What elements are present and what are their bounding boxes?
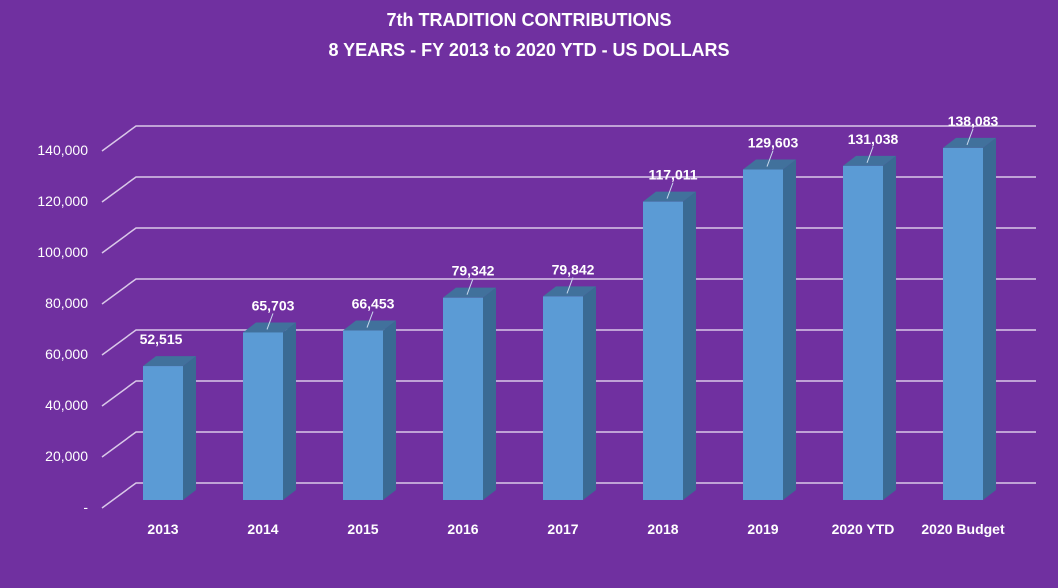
leader-line	[566, 277, 574, 294]
chart-title: 7th TRADITION CONTRIBUTIONS	[386, 10, 672, 30]
gridline	[101, 176, 1036, 203]
bar	[643, 201, 683, 500]
data-label: 79,342	[452, 263, 495, 279]
data-label: 65,703	[252, 297, 295, 313]
leader-line	[966, 128, 974, 146]
bar-top	[443, 287, 496, 298]
y-tick-label: 80,000	[45, 295, 88, 311]
x-tick-label: 2016	[447, 521, 478, 537]
x-tick-label: 2020 Budget	[921, 521, 1005, 537]
bar	[543, 296, 583, 500]
bar-side	[183, 356, 196, 500]
x-tick-label: 2015	[347, 521, 378, 537]
bar-side	[783, 159, 796, 501]
data-label: 117,011	[648, 167, 697, 183]
bar	[343, 330, 383, 500]
gridline	[101, 380, 1036, 407]
bar-top	[843, 155, 896, 166]
y-tick-label: 40,000	[45, 397, 88, 413]
y-tick-label: 140,000	[37, 142, 88, 158]
leader-line	[266, 313, 274, 330]
data-label: 79,842	[552, 261, 595, 277]
bar-top	[543, 286, 596, 297]
bar-top	[643, 191, 696, 202]
gridline	[101, 329, 1036, 356]
data-label: 138,083	[948, 113, 999, 129]
x-tick-label: 2017	[547, 521, 578, 537]
bar-side	[883, 155, 896, 501]
x-tick-label: 2014	[247, 521, 278, 537]
bar-top	[743, 159, 796, 170]
gridline	[101, 482, 1036, 509]
bar	[143, 366, 183, 500]
bar	[743, 169, 783, 501]
x-tick-label: 2019	[747, 521, 778, 537]
bar-side	[683, 191, 696, 500]
y-tick-label: 100,000	[37, 244, 88, 260]
y-tick-label: 60,000	[45, 346, 88, 362]
bar-top	[943, 137, 996, 148]
chart-subtitle: 8 YEARS - FY 2013 to 2020 YTD - US DOLLA…	[328, 40, 730, 60]
bar	[443, 297, 483, 500]
leader-line	[666, 182, 674, 199]
x-tick-label: 2013	[147, 521, 178, 537]
bar	[843, 165, 883, 501]
gridline	[101, 125, 1036, 152]
leader-line	[766, 150, 774, 167]
data-label: 52,515	[140, 331, 183, 347]
y-tick-label: -	[83, 499, 88, 515]
bar-side	[483, 287, 496, 500]
bar-top	[143, 356, 196, 367]
leader-line	[866, 146, 874, 164]
gridline	[101, 227, 1036, 254]
bar-side	[983, 137, 996, 500]
gridline	[101, 278, 1036, 305]
bar	[943, 147, 983, 500]
bar-side	[383, 320, 396, 500]
bar-side	[583, 286, 596, 500]
x-tick-label: 2018	[647, 521, 678, 537]
bar	[243, 332, 283, 500]
leader-line	[366, 311, 374, 328]
bar-top	[243, 322, 296, 333]
x-tick-label: 2020 YTD	[832, 521, 895, 537]
leader-line	[466, 278, 474, 295]
y-tick-label: 120,000	[37, 193, 88, 209]
data-label: 129,603	[748, 135, 799, 151]
bar-side	[283, 322, 296, 500]
data-label: 131,038	[848, 131, 899, 147]
bar-top	[343, 320, 396, 331]
data-label: 66,453	[352, 296, 395, 312]
gridline	[101, 431, 1036, 458]
y-tick-label: 20,000	[45, 448, 88, 464]
